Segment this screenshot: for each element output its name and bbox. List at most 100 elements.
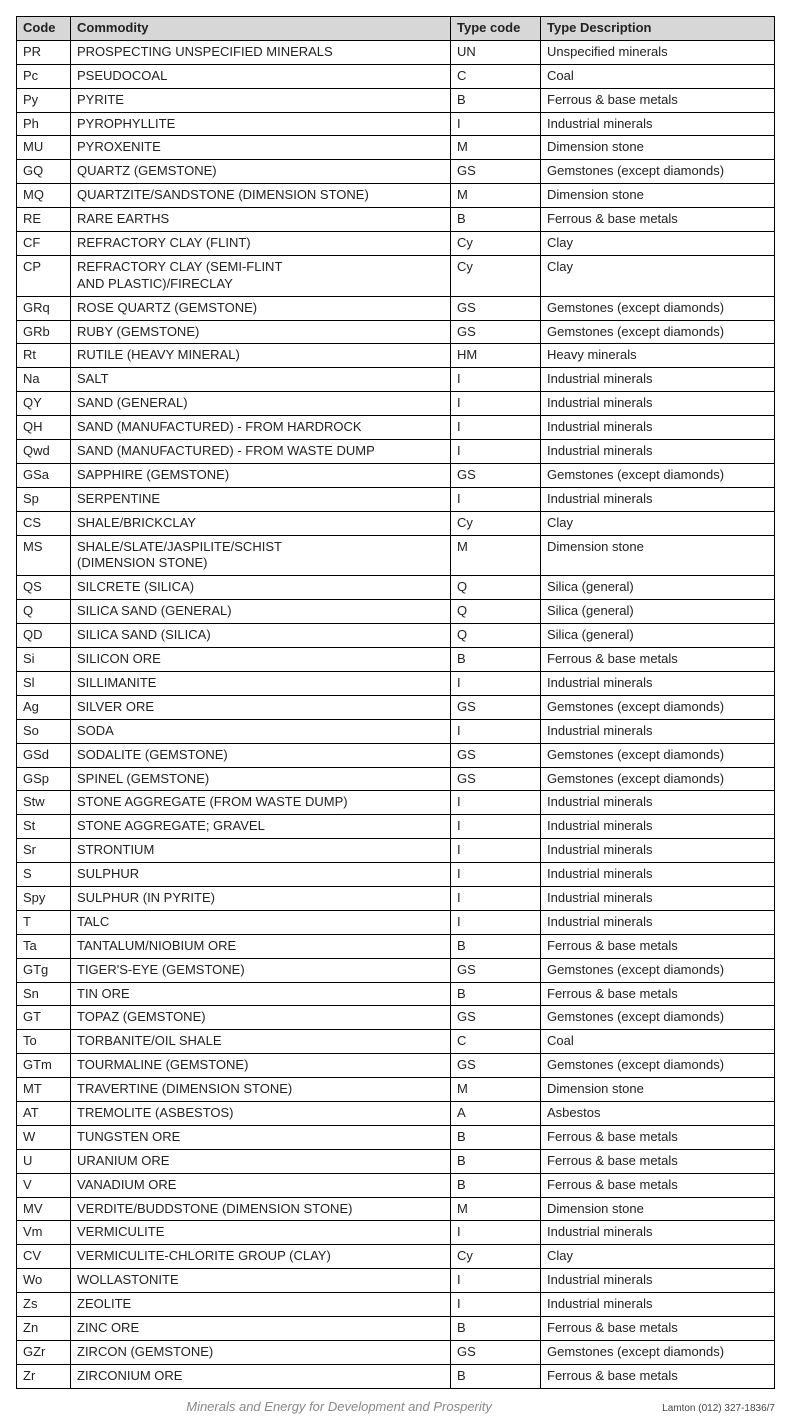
cell-type-desc: Industrial minerals — [541, 863, 775, 887]
cell-commodity: SHALE/SLATE/JASPILITE/SCHIST(DIMENSION S… — [71, 535, 451, 576]
cell-type-desc: Coal — [541, 1030, 775, 1054]
table-row: SoSODAIIndustrial minerals — [17, 719, 775, 743]
cell-code: GT — [17, 1006, 71, 1030]
cell-code: Ph — [17, 112, 71, 136]
cell-commodity: SILLIMANITE — [71, 671, 451, 695]
cell-type-code: I — [451, 671, 541, 695]
table-row: PyPYRITEBFerrous & base metals — [17, 88, 775, 112]
cell-commodity: SILCRETE (SILICA) — [71, 576, 451, 600]
col-type-code: Type code — [451, 17, 541, 41]
cell-type-desc: Gemstones (except diamonds) — [541, 1006, 775, 1030]
cell-code: MS — [17, 535, 71, 576]
cell-code: To — [17, 1030, 71, 1054]
cell-type-code: Cy — [451, 1245, 541, 1269]
table-row: SrSTRONTIUMIIndustrial minerals — [17, 839, 775, 863]
cell-type-code: GS — [451, 1054, 541, 1078]
col-code: Code — [17, 17, 71, 41]
table-row: GQQUARTZ (GEMSTONE)GSGemstones (except d… — [17, 160, 775, 184]
cell-commodity: SILVER ORE — [71, 695, 451, 719]
table-row: MSSHALE/SLATE/JASPILITE/SCHIST(DIMENSION… — [17, 535, 775, 576]
cell-code: Zr — [17, 1364, 71, 1388]
cell-type-code: GS — [451, 296, 541, 320]
cell-commodity: SERPENTINE — [71, 487, 451, 511]
cell-commodity: TALC — [71, 910, 451, 934]
cell-commodity: RARE EARTHS — [71, 208, 451, 232]
cell-type-code: M — [451, 1078, 541, 1102]
cell-commodity: SILICA SAND (GENERAL) — [71, 600, 451, 624]
cell-type-desc: Ferrous & base metals — [541, 1364, 775, 1388]
cell-type-desc: Industrial minerals — [541, 791, 775, 815]
cell-code: GSa — [17, 463, 71, 487]
cell-type-desc: Clay — [541, 511, 775, 535]
cell-code: S — [17, 863, 71, 887]
cell-type-desc: Industrial minerals — [541, 910, 775, 934]
cell-type-desc: Gemstones (except diamonds) — [541, 958, 775, 982]
cell-code: Stw — [17, 791, 71, 815]
cell-commodity: ZIRCON (GEMSTONE) — [71, 1340, 451, 1364]
cell-commodity: VERMICULITE — [71, 1221, 451, 1245]
cell-type-desc: Gemstones (except diamonds) — [541, 695, 775, 719]
cell-type-desc: Gemstones (except diamonds) — [541, 743, 775, 767]
cell-type-desc: Unspecified minerals — [541, 40, 775, 64]
cell-commodity: TOPAZ (GEMSTONE) — [71, 1006, 451, 1030]
cell-commodity: REFRACTORY CLAY (FLINT) — [71, 232, 451, 256]
table-row: WoWOLLASTONITEIIndustrial minerals — [17, 1269, 775, 1293]
table-row: PRPROSPECTING UNSPECIFIED MINERALSUNUnsp… — [17, 40, 775, 64]
cell-type-code: HM — [451, 344, 541, 368]
cell-type-code: I — [451, 815, 541, 839]
cell-type-desc: Gemstones (except diamonds) — [541, 296, 775, 320]
cell-code: Zs — [17, 1293, 71, 1317]
cell-type-desc: Silica (general) — [541, 600, 775, 624]
cell-type-desc: Gemstones (except diamonds) — [541, 1054, 775, 1078]
table-row: GTmTOURMALINE (GEMSTONE)GSGemstones (exc… — [17, 1054, 775, 1078]
cell-type-code: M — [451, 1197, 541, 1221]
cell-commodity: PSEUDOCOAL — [71, 64, 451, 88]
cell-commodity: TIGER'S-EYE (GEMSTONE) — [71, 958, 451, 982]
cell-type-code: I — [451, 368, 541, 392]
cell-commodity: STRONTIUM — [71, 839, 451, 863]
cell-type-desc: Ferrous & base metals — [541, 934, 775, 958]
table-row: VmVERMICULITEIIndustrial minerals — [17, 1221, 775, 1245]
cell-type-desc: Industrial minerals — [541, 112, 775, 136]
cell-commodity: SILICON ORE — [71, 648, 451, 672]
table-row: StwSTONE AGGREGATE (FROM WASTE DUMP)IInd… — [17, 791, 775, 815]
table-row: CSSHALE/BRICKCLAYCyClay — [17, 511, 775, 535]
cell-type-code: B — [451, 1173, 541, 1197]
table-row: MVVERDITE/BUDDSTONE (DIMENSION STONE)MDi… — [17, 1197, 775, 1221]
col-type-desc: Type Description — [541, 17, 775, 41]
cell-commodity: SAND (MANUFACTURED) - FROM HARDROCK — [71, 416, 451, 440]
cell-commodity: SAPPHIRE (GEMSTONE) — [71, 463, 451, 487]
cell-commodity: WOLLASTONITE — [71, 1269, 451, 1293]
cell-code: QS — [17, 576, 71, 600]
cell-commodity: URANIUM ORE — [71, 1149, 451, 1173]
table-row: UURANIUM OREBFerrous & base metals — [17, 1149, 775, 1173]
cell-type-desc: Gemstones (except diamonds) — [541, 320, 775, 344]
cell-commodity: STONE AGGREGATE; GRAVEL — [71, 815, 451, 839]
cell-type-code: I — [451, 416, 541, 440]
cell-type-desc: Dimension stone — [541, 1197, 775, 1221]
cell-type-desc: Industrial minerals — [541, 671, 775, 695]
table-row: NaSALTIIndustrial minerals — [17, 368, 775, 392]
table-row: ZnZINC OREBFerrous & base metals — [17, 1316, 775, 1340]
cell-code: AT — [17, 1101, 71, 1125]
cell-type-code: GS — [451, 743, 541, 767]
cell-code: Sr — [17, 839, 71, 863]
cell-type-desc: Industrial minerals — [541, 392, 775, 416]
table-row: GSpSPINEL (GEMSTONE)GSGemstones (except … — [17, 767, 775, 791]
cell-type-code: Q — [451, 600, 541, 624]
table-row: QDSILICA SAND (SILICA)QSilica (general) — [17, 624, 775, 648]
cell-type-desc: Ferrous & base metals — [541, 982, 775, 1006]
cell-type-code: B — [451, 982, 541, 1006]
cell-code: Wo — [17, 1269, 71, 1293]
cell-code: Na — [17, 368, 71, 392]
table-row: SSULPHURIIndustrial minerals — [17, 863, 775, 887]
table-row: GSaSAPPHIRE (GEMSTONE)GSGemstones (excep… — [17, 463, 775, 487]
table-row: SiSILICON OREBFerrous & base metals — [17, 648, 775, 672]
cell-type-code: A — [451, 1101, 541, 1125]
table-row: ZrZIRCONIUM OREBFerrous & base metals — [17, 1364, 775, 1388]
cell-commodity: SPINEL (GEMSTONE) — [71, 767, 451, 791]
table-row: TTALCIIndustrial minerals — [17, 910, 775, 934]
cell-code: GZr — [17, 1340, 71, 1364]
cell-type-desc: Ferrous & base metals — [541, 1316, 775, 1340]
cell-commodity: PROSPECTING UNSPECIFIED MINERALS — [71, 40, 451, 64]
